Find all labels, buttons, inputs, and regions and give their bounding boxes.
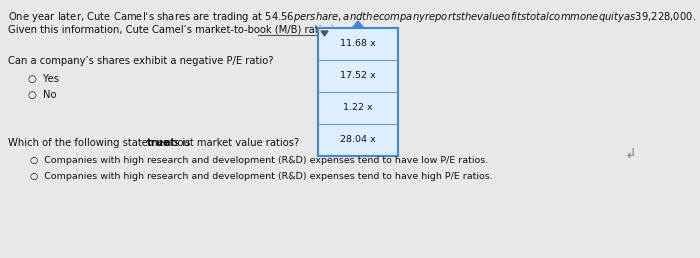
Text: Which of the following statements is: Which of the following statements is (8, 138, 193, 148)
Text: 1.22 x: 1.22 x (343, 103, 373, 112)
Text: Can a company’s shares exhibit a negative P/E ratio?: Can a company’s shares exhibit a negativ… (8, 56, 274, 66)
Text: about market value ratios?: about market value ratios? (162, 138, 299, 148)
Text: 28.04 x: 28.04 x (340, 135, 376, 144)
Text: Given this information, Cute Camel’s market-to-book (M/B) ratio is: Given this information, Cute Camel’s mar… (8, 24, 339, 34)
Text: ○  Companies with high research and development (R&D) expenses tend to have high: ○ Companies with high research and devel… (30, 172, 493, 181)
Text: ↲: ↲ (625, 148, 636, 162)
Text: ○  Companies with high research and development (R&D) expenses tend to have low : ○ Companies with high research and devel… (30, 156, 489, 165)
FancyBboxPatch shape (318, 28, 398, 156)
Text: 17.52 x: 17.52 x (340, 71, 376, 80)
Polygon shape (353, 21, 363, 27)
Polygon shape (321, 31, 328, 36)
Text: true: true (147, 138, 170, 148)
Text: ○  No: ○ No (28, 90, 57, 100)
Text: One year later, Cute Camel’s shares are trading at $54.56 per share, and the com: One year later, Cute Camel’s shares are … (8, 10, 696, 24)
Text: 11.68 x: 11.68 x (340, 39, 376, 49)
Text: ○  Yes: ○ Yes (28, 74, 59, 84)
